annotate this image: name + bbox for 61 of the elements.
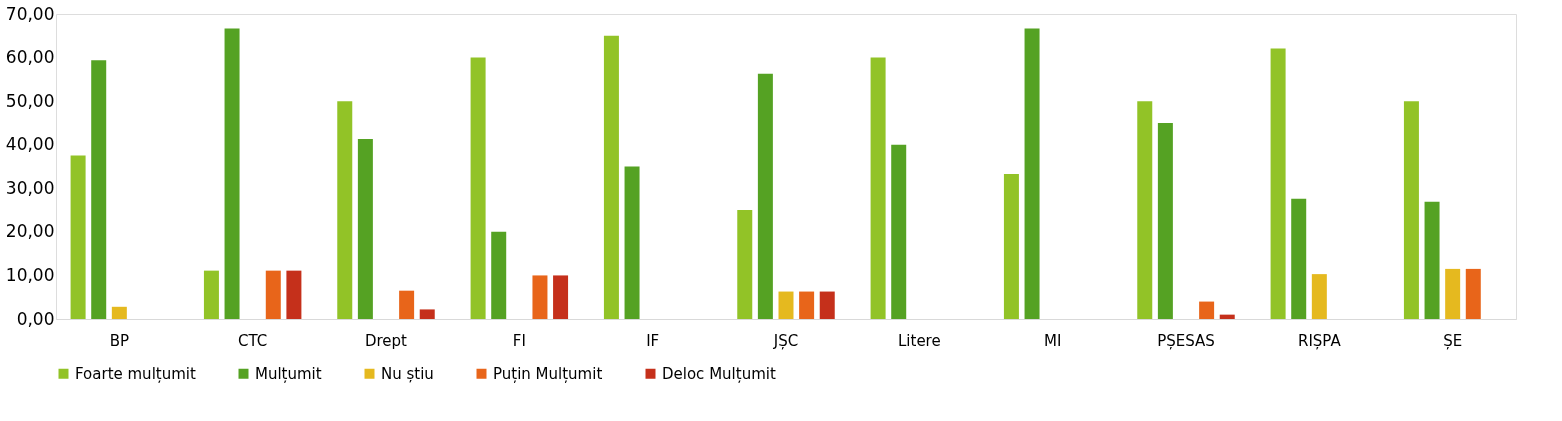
bar xyxy=(286,270,302,319)
bar xyxy=(778,291,794,319)
y-tick-label: 40,00 xyxy=(5,134,55,155)
bar xyxy=(1291,198,1307,319)
bar xyxy=(819,291,835,319)
x-tick-label: RIȘPA xyxy=(1297,331,1342,350)
bar xyxy=(1311,274,1327,319)
x-tick-label: Litere xyxy=(897,331,941,350)
x-tick-label: BP xyxy=(109,331,130,350)
bar xyxy=(91,60,107,319)
bar xyxy=(1219,314,1235,319)
bar xyxy=(757,73,773,319)
legend-label: Mulțumit xyxy=(255,364,322,383)
y-tick-label: 60,00 xyxy=(5,47,55,68)
bar xyxy=(891,144,907,319)
legend-label: Puțin Mulțumit xyxy=(493,364,603,383)
bar xyxy=(419,309,435,319)
y-tick-label: 70,00 xyxy=(5,3,55,24)
x-tick-label: Drept xyxy=(364,331,408,350)
bar xyxy=(553,275,569,319)
bar xyxy=(624,166,640,319)
x-tick-label: MI xyxy=(1043,331,1062,350)
bar xyxy=(470,57,486,319)
legend-label: Foarte mulțumit xyxy=(75,364,196,383)
bar xyxy=(111,306,127,319)
y-tick-label: 10,00 xyxy=(5,264,55,285)
bar xyxy=(1270,48,1286,319)
y-tick-label: 0,00 xyxy=(16,308,55,329)
bar xyxy=(1403,101,1419,319)
legend-label: Nu știu xyxy=(381,364,434,383)
bar xyxy=(1424,201,1440,319)
bar xyxy=(1024,28,1040,319)
bar xyxy=(603,35,619,319)
bar xyxy=(1445,268,1461,319)
bar xyxy=(532,275,548,319)
bar xyxy=(399,290,415,319)
bar xyxy=(265,270,281,319)
y-tick-label: 50,00 xyxy=(5,90,55,111)
bar xyxy=(337,101,353,319)
bar xyxy=(1137,101,1153,319)
bar xyxy=(1199,301,1215,319)
bar xyxy=(357,139,373,319)
bar xyxy=(70,155,86,319)
bar xyxy=(870,57,886,319)
x-tick-label: PȘESAS xyxy=(1157,331,1215,350)
bar xyxy=(799,291,815,319)
bar xyxy=(1465,268,1481,319)
bar xyxy=(1157,122,1173,319)
y-tick-label: 20,00 xyxy=(5,221,55,242)
x-tick-label: IF xyxy=(646,331,660,350)
x-tick-label: CTC xyxy=(238,331,268,350)
bar xyxy=(737,210,753,319)
x-tick-label: FI xyxy=(512,331,526,350)
legend-label: Deloc Mulțumit xyxy=(662,364,776,383)
bar xyxy=(224,28,240,319)
bar xyxy=(491,231,507,319)
x-tick-label: JȘC xyxy=(772,331,799,350)
y-tick-label: 30,00 xyxy=(5,177,55,198)
bar xyxy=(203,270,219,319)
bar xyxy=(1003,173,1019,319)
x-tick-label: ȘE xyxy=(1443,331,1463,350)
